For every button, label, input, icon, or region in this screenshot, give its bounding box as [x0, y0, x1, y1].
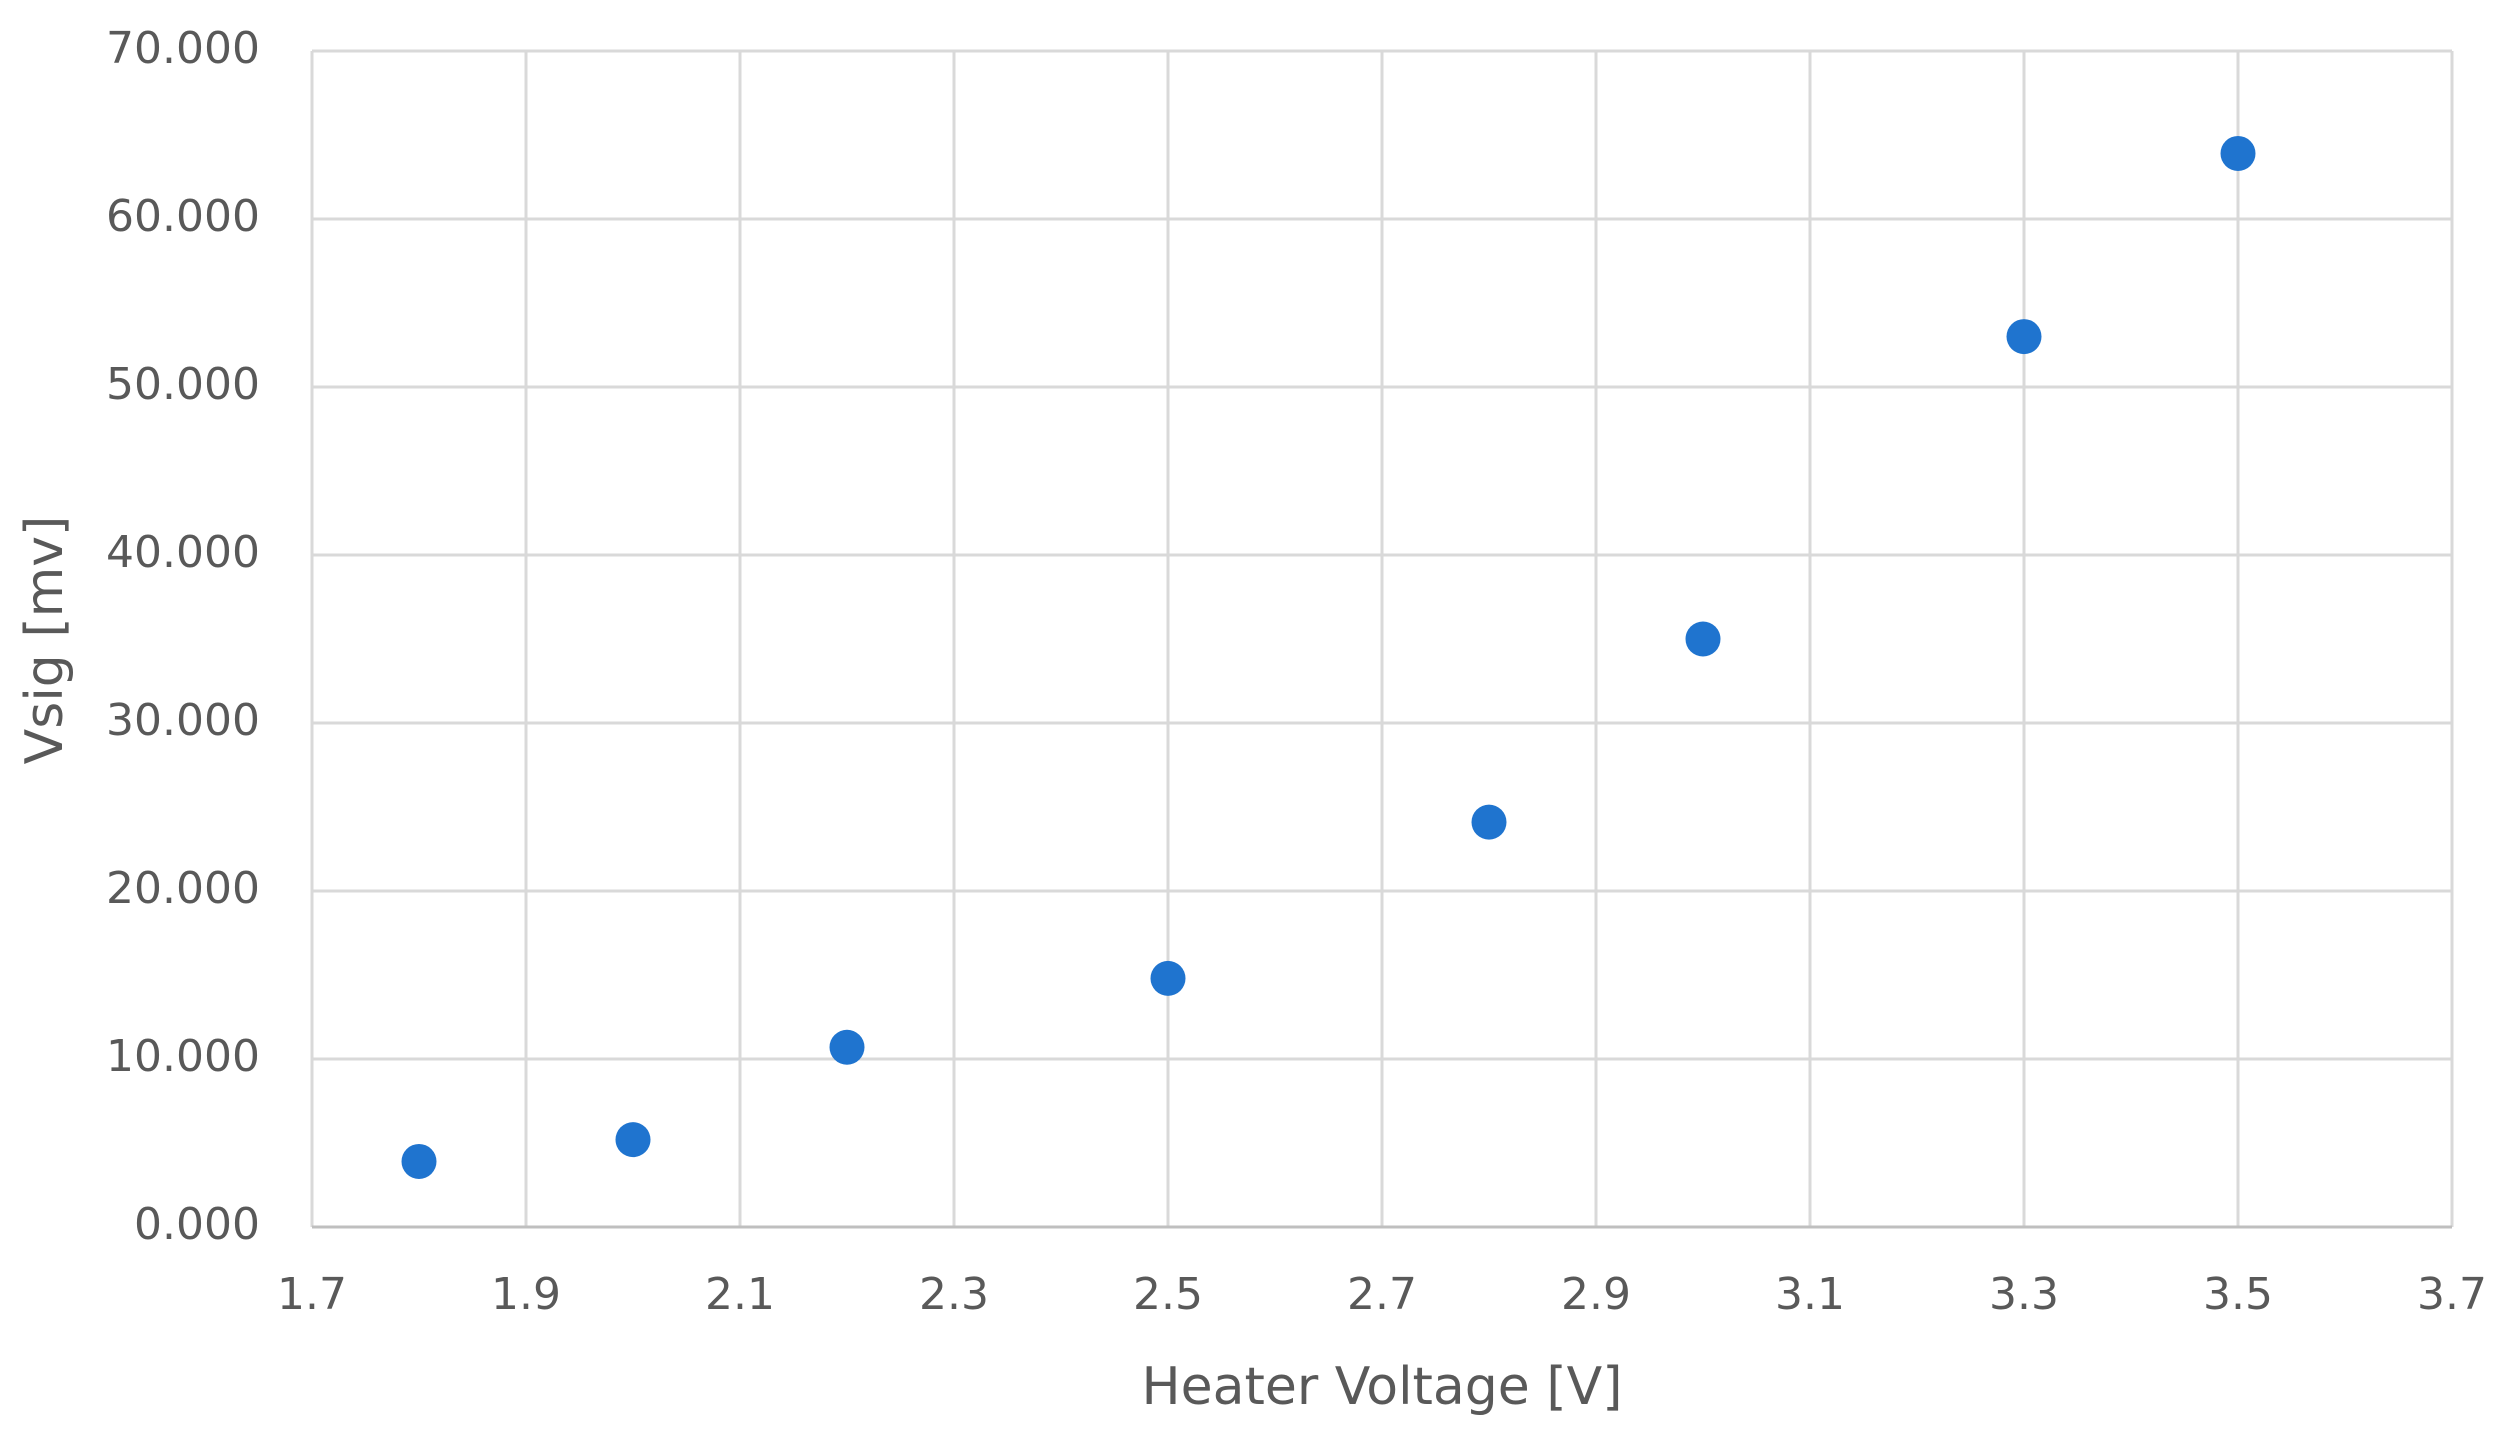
point	[2220, 135, 2256, 171]
point	[2006, 319, 2042, 355]
y-tick-label: 10.000	[106, 1031, 260, 1082]
y-tick-label: 40.000	[106, 527, 260, 578]
point	[615, 1122, 651, 1158]
y-tick-label: 60.000	[106, 191, 260, 242]
x-tick-label: 3.7	[2417, 1269, 2487, 1320]
point	[1150, 960, 1186, 996]
x-axis-title: Heater Voltage [V]	[1142, 1357, 1623, 1417]
x-tick-label: 2.7	[1347, 1269, 1417, 1320]
point	[1685, 621, 1721, 657]
x-tick-label: 3.3	[1989, 1269, 2059, 1320]
y-tick-label: 30.000	[106, 695, 260, 746]
x-tick-label: 1.9	[491, 1269, 561, 1320]
x-tick-label: 2.5	[1133, 1269, 1203, 1320]
x-tick-label: 2.9	[1561, 1269, 1631, 1320]
y-axis-title: Vsig [mv]	[15, 516, 75, 765]
y-tick-label: 70.000	[106, 23, 260, 74]
x-tick-label: 3.5	[2203, 1269, 2273, 1320]
y-tick-label: 20.000	[106, 863, 260, 914]
x-tick-label: 1.7	[277, 1269, 347, 1320]
x-tick-label: 2.1	[705, 1269, 775, 1320]
x-tick-label: 2.3	[919, 1269, 989, 1320]
point	[829, 1029, 865, 1065]
point	[401, 1143, 437, 1179]
point	[1471, 804, 1507, 840]
y-tick-label: 50.000	[106, 359, 260, 410]
y-tick-label: 0.000	[134, 1199, 260, 1250]
x-tick-label: 3.1	[1775, 1269, 1845, 1320]
